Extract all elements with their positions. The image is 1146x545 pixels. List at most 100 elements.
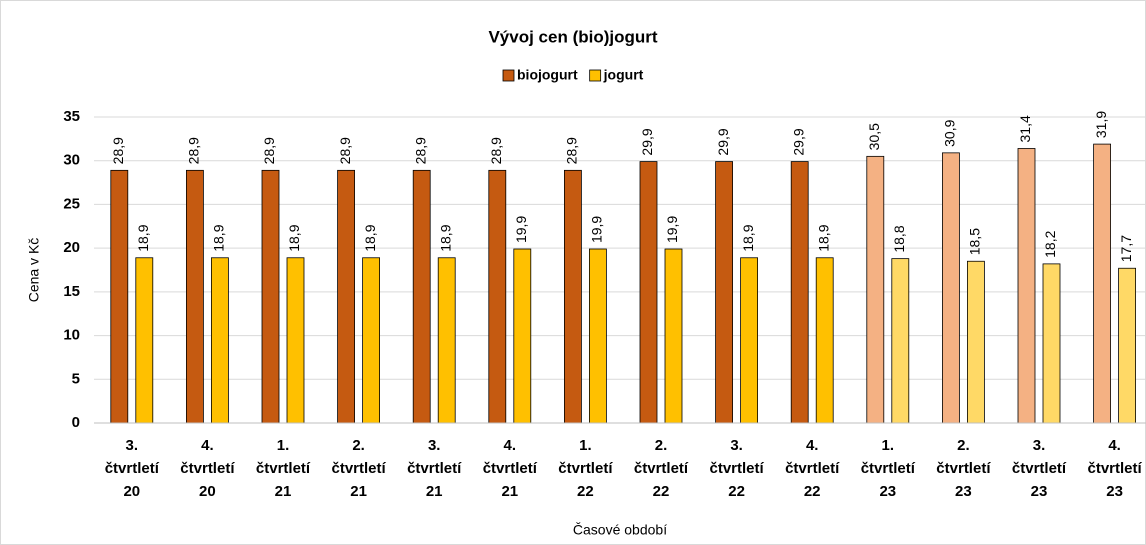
x-tick-label: čtvrtletí [1012, 460, 1067, 477]
x-tick-label: čtvrtletí [483, 460, 538, 477]
bar [891, 258, 910, 424]
x-tick-label: čtvrtletí [332, 460, 387, 477]
x-tick-label: 23 [955, 483, 972, 500]
data-label: 18,9 [815, 224, 831, 251]
data-label: 28,9 [412, 137, 428, 164]
x-tick-label: 4. [201, 437, 214, 454]
x-tick-label: 1. [579, 437, 592, 454]
bar [942, 152, 960, 424]
x-tick-label: čtvrtletí [1088, 460, 1143, 477]
x-tick-label: čtvrtletí [558, 460, 613, 477]
bar [110, 169, 129, 424]
x-tick-label: 3. [730, 437, 743, 454]
x-tick-label: 4. [806, 437, 819, 454]
x-tick-label: čtvrtletí [936, 460, 991, 477]
x-tick-label: 4. [1108, 437, 1121, 454]
bar [715, 161, 733, 424]
y-tick-label: 30 [63, 152, 80, 169]
bar [261, 169, 280, 424]
data-label: 30,5 [866, 123, 882, 150]
bar [815, 257, 834, 424]
bar [412, 169, 431, 424]
y-tick-label: 15 [63, 283, 80, 300]
bar [210, 257, 229, 424]
data-label: 30,9 [942, 119, 958, 146]
data-label: 28,9 [186, 137, 202, 164]
data-label: 29,9 [715, 128, 731, 155]
bar [564, 169, 582, 424]
data-label: 18,9 [211, 224, 227, 251]
bar [1042, 263, 1061, 424]
x-tick-label: 3. [1033, 437, 1046, 454]
bar [589, 248, 607, 424]
x-tick-label: 21 [501, 483, 518, 500]
x-tick-label: 1. [277, 437, 290, 454]
x-tick-label: 2. [655, 437, 668, 454]
x-tick-label: čtvrtletí [785, 460, 840, 477]
data-label: 29,9 [790, 128, 806, 155]
y-tick-label: 20 [63, 239, 80, 256]
data-label: 18,9 [437, 224, 453, 251]
x-axis-title: Časové období [573, 522, 667, 538]
data-label: 28,9 [337, 137, 353, 164]
bar [1093, 143, 1111, 424]
data-label: 18,9 [135, 224, 151, 251]
bar [362, 257, 381, 424]
bar [740, 257, 758, 424]
bar [337, 169, 356, 424]
x-tick-label: čtvrtletí [861, 460, 916, 477]
x-tick-label: 2. [352, 437, 365, 454]
data-label: 19,9 [589, 216, 605, 243]
data-label: 18,9 [286, 224, 302, 251]
y-tick-label: 35 [63, 108, 80, 125]
data-label: 18,9 [362, 224, 378, 251]
x-tick-label: 22 [653, 483, 670, 500]
x-tick-label: 21 [426, 483, 443, 500]
bar [437, 257, 456, 424]
data-label: 28,9 [261, 137, 277, 164]
y-axis-title: Cena v Kč [26, 238, 42, 303]
y-tick-label: 0 [72, 414, 80, 431]
data-label: 18,8 [891, 225, 907, 252]
y-tick-label: 25 [63, 195, 80, 212]
data-label: 18,5 [967, 228, 983, 255]
x-tick-label: 23 [879, 483, 896, 500]
x-tick-label: 22 [804, 483, 821, 500]
legend-label: jogurt [603, 67, 644, 83]
legend-label: biojogurt [517, 67, 578, 83]
x-tick-label: 2. [957, 437, 970, 454]
data-label: 28,9 [110, 137, 126, 164]
data-label: 28,9 [564, 137, 580, 164]
data-label: 18,9 [740, 224, 756, 251]
x-tick-label: čtvrtletí [105, 460, 160, 477]
data-label: 31,4 [1017, 115, 1033, 142]
x-tick-label: 21 [350, 483, 367, 500]
bar [1118, 267, 1136, 424]
x-tick-label: čtvrtletí [256, 460, 311, 477]
x-tick-label: čtvrtletí [407, 460, 462, 477]
x-tick-label: 21 [275, 483, 292, 500]
data-label: 31,9 [1093, 111, 1109, 138]
bar [790, 161, 809, 424]
x-tick-label: 23 [1031, 483, 1048, 500]
x-tick-label: čtvrtletí [634, 460, 689, 477]
x-tick-label: čtvrtletí [180, 460, 235, 477]
x-tick-label: 23 [1106, 483, 1123, 500]
bar [286, 257, 305, 424]
x-tick-label: 3. [428, 437, 441, 454]
bar [488, 169, 507, 424]
bar [135, 257, 154, 424]
y-tick-label: 10 [63, 327, 80, 344]
y-tick-label: 5 [72, 370, 80, 387]
bar [513, 248, 532, 424]
bar [185, 169, 204, 424]
data-label: 18,2 [1042, 230, 1058, 257]
x-tick-label: 20 [123, 483, 140, 500]
data-label: 19,9 [664, 216, 680, 243]
x-tick-label: 20 [199, 483, 216, 500]
x-tick-label: 1. [882, 437, 895, 454]
data-label: 17,7 [1118, 235, 1134, 262]
bar [639, 161, 658, 424]
data-label: 19,9 [513, 216, 529, 243]
